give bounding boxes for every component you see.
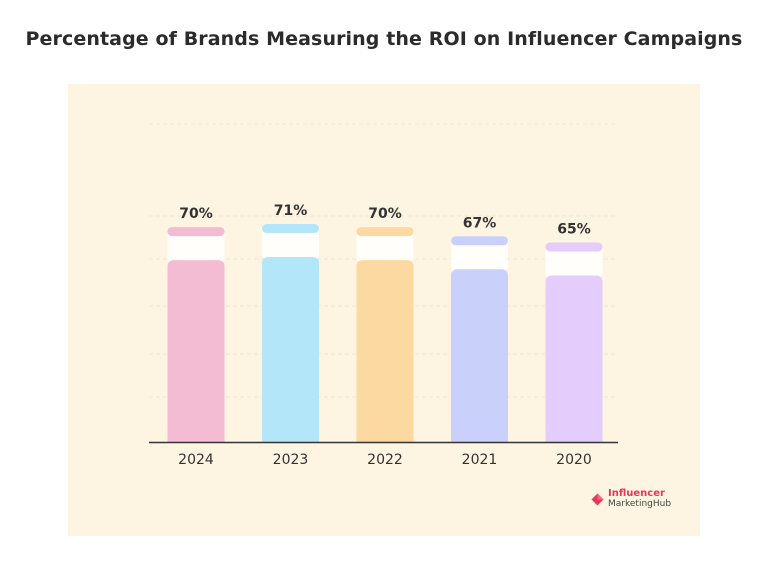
data-label-2023: 71% xyxy=(274,203,308,219)
data-label-2021: 67% xyxy=(463,215,497,231)
brand-logo: Influencer MarketingHub xyxy=(591,488,671,510)
bar-base-2023 xyxy=(262,434,319,442)
bar-2022 xyxy=(356,260,414,442)
data-label-2022: 70% xyxy=(368,206,402,222)
bar-cap-2023 xyxy=(262,224,319,234)
bar-base-2022 xyxy=(356,434,414,442)
bar-cap-2022 xyxy=(356,227,414,237)
x-tick-label-2021: 2021 xyxy=(462,452,498,468)
chart-title: Percentage of Brands Measuring the ROI o… xyxy=(25,28,743,50)
logo-line-1: Influencer xyxy=(608,488,665,499)
data-label-2020: 65% xyxy=(557,221,591,237)
bar-chart: 70% 2024 71% 2023 70% 2022 67% 2021 65% 2020 xyxy=(149,123,618,468)
logo-line-2: MarketingHub xyxy=(608,499,672,509)
x-tick-label-2023: 2023 xyxy=(273,452,309,468)
bar-2023 xyxy=(262,257,319,442)
bar-2021 xyxy=(451,269,508,442)
bar-cap-2020 xyxy=(545,242,603,252)
bar-base-2024 xyxy=(167,434,225,442)
x-tick-label-2022: 2022 xyxy=(367,452,403,468)
data-label-2024: 70% xyxy=(179,206,213,222)
bar-cap-2021 xyxy=(451,236,508,246)
influencer-marketing-hub-logo-icon xyxy=(591,493,604,505)
bar-2020 xyxy=(545,275,603,442)
x-tick-label-2020: 2020 xyxy=(556,452,592,468)
bar-base-2021 xyxy=(451,434,508,442)
bar-2024 xyxy=(167,260,225,442)
bar-cap-2024 xyxy=(167,227,225,237)
bar-base-2020 xyxy=(545,434,603,442)
chart-panel: 70% 2024 71% 2023 70% 2022 67% 2021 65% 2020 xyxy=(68,84,700,536)
x-tick-label-2024: 2024 xyxy=(178,452,214,468)
